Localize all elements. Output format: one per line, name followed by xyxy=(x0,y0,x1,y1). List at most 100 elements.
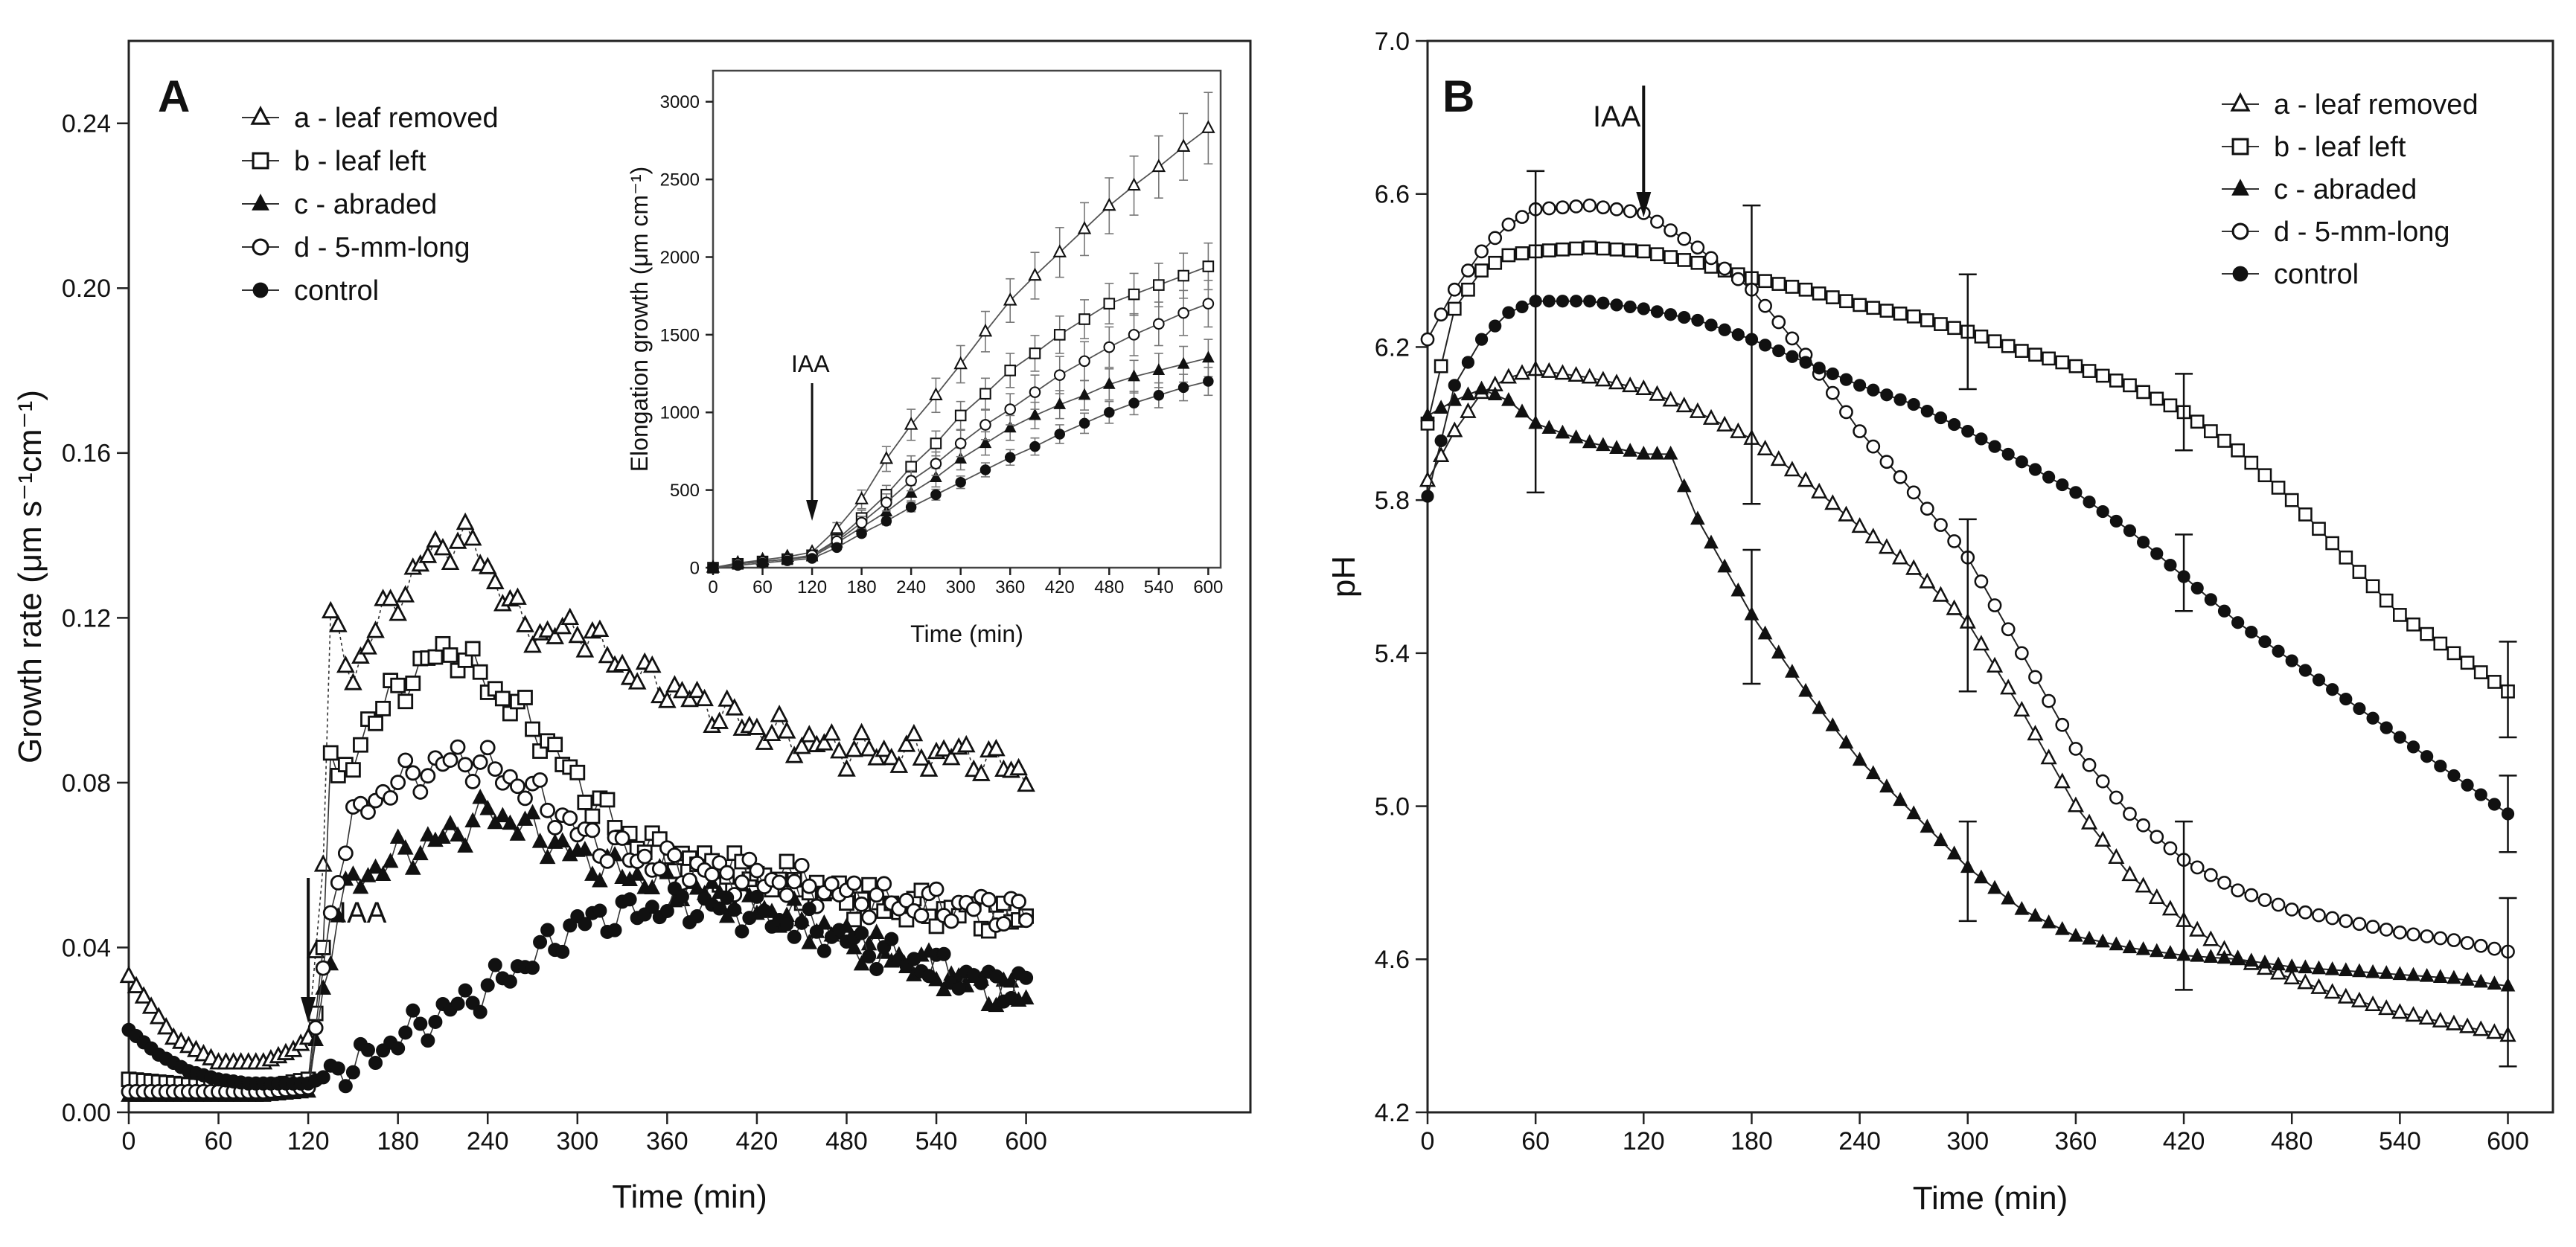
panel-a-point-leaf-removed xyxy=(725,698,744,716)
panel-b-point-control xyxy=(2137,536,2150,549)
panel-b-point-control xyxy=(1934,411,1948,425)
panel-b-point-leaf-left xyxy=(2109,374,2123,388)
panel-a-point-control xyxy=(406,1003,421,1018)
panel-b-point-leaf-left xyxy=(2244,455,2259,470)
panel-a-point-leaf-left xyxy=(494,690,511,707)
panel-a-point-five-mm-long xyxy=(943,913,959,929)
inset-point-five-mm-long xyxy=(954,437,967,449)
panel-b-point-control xyxy=(1731,328,1745,342)
panel-a-point-leaf-removed xyxy=(568,625,587,644)
legend-marker-five-mm-long xyxy=(252,238,269,256)
panel-b-point-control xyxy=(1893,393,1907,406)
panel-a-point-leaf-removed xyxy=(456,512,475,530)
x-tick-label: 480 xyxy=(1094,577,1124,597)
panel-a-point-leaf-removed xyxy=(777,721,796,739)
panel-a-point-leaf-removed xyxy=(411,554,430,572)
panel-a-point-five-mm-long xyxy=(651,861,668,877)
panel-a-point-leaf-removed xyxy=(688,680,706,699)
panel-b-point-abraded xyxy=(2487,975,2502,990)
panel-a-point-five-mm-long xyxy=(562,810,578,827)
legend-label-five-mm-long: d - 5-mm-long xyxy=(2274,217,2450,248)
x-tick-label: 180 xyxy=(847,577,877,597)
inset-point-five-mm-long xyxy=(905,475,917,487)
panel-a-point-control xyxy=(936,946,951,961)
panel-b-point-leaf-removed xyxy=(2202,930,2219,946)
panel-b-point-abraded xyxy=(1487,386,1503,400)
panel-a-point-leaf-removed xyxy=(575,640,595,658)
panel-a-point-leaf-removed xyxy=(119,965,138,984)
panel-b-point-leaf-removed xyxy=(2297,973,2314,990)
y-tick-label: 0.04 xyxy=(62,934,111,962)
panel-a-point-leaf-removed xyxy=(815,733,834,751)
panel-a-point-control xyxy=(831,923,846,937)
panel-a-point-abraded xyxy=(494,807,511,823)
panel-b-point-abraded xyxy=(1785,664,1800,678)
panel-b-point-leaf-left xyxy=(1987,334,2002,349)
panel-b-point-leaf-left xyxy=(2365,579,2380,594)
panel-b-point-leaf-left xyxy=(2271,481,2286,495)
panel-b-point-leaf-left xyxy=(2203,424,2218,438)
panel-a-iaa-arrow xyxy=(301,878,316,1023)
panel-a-point-leaf-removed xyxy=(971,763,991,781)
panel-a-point-control xyxy=(802,902,816,917)
panel-a-point-abraded xyxy=(359,867,377,882)
y-tick-label: 3000 xyxy=(660,92,700,112)
panel-b-point-leaf-removed xyxy=(1513,364,1531,380)
panel-a-point-leaf-removed xyxy=(987,738,1006,757)
panel-a-point-five-mm-long xyxy=(532,772,548,788)
panel-b-point-five-mm-long xyxy=(2325,911,2340,926)
legend-marker-leaf-left xyxy=(252,152,269,170)
panel-a-point-leaf-removed xyxy=(127,975,146,993)
panel-a-point-leaf-left xyxy=(442,647,458,663)
panel-b-point-leaf-removed xyxy=(2337,987,2354,1004)
panel-b-point-abraded xyxy=(2271,956,2286,971)
panel-b-point-leaf-left xyxy=(1771,277,1786,291)
panel-b-iaa-label: IAA xyxy=(1593,100,1641,133)
panel-b-point-control xyxy=(1826,367,1839,381)
y-tick-label: 6.2 xyxy=(1375,333,1410,362)
panel-b-point-abraded xyxy=(1636,446,1652,460)
inset-point-leaf-removed xyxy=(1127,177,1141,191)
panel-a-point-abraded xyxy=(539,848,556,865)
panel-a-point-control xyxy=(884,932,899,946)
panel-a-point-leaf-left xyxy=(375,700,391,717)
panel-b-point-control xyxy=(1880,388,1893,402)
panel-b-point-five-mm-long xyxy=(2217,876,2231,890)
panel-b-point-control xyxy=(2406,740,2420,754)
panel-b-point-leaf-left xyxy=(1447,301,1462,316)
panel-b-point-leaf-left xyxy=(1758,274,1772,289)
panel-b-point-control xyxy=(2109,514,2123,528)
inset-point-abraded xyxy=(1128,369,1140,382)
panel-b-point-abraded xyxy=(1771,644,1786,659)
panel-b-point-leaf-removed xyxy=(1757,439,1774,455)
panel-b-point-abraded xyxy=(2027,908,2043,922)
legend-marker-leaf-removed xyxy=(2230,92,2251,112)
panel-a-point-five-mm-long xyxy=(801,878,817,894)
panel-b-point-abraded xyxy=(2446,969,2461,984)
panel-b-point-abraded xyxy=(2001,890,2016,905)
panel-b-point-five-mm-long xyxy=(1474,244,1489,259)
panel-b-point-control xyxy=(1556,295,1570,308)
inset-point-abraded xyxy=(1003,420,1017,433)
x-tick-label: 300 xyxy=(1946,1127,1989,1155)
panel-a-point-five-mm-long xyxy=(771,874,787,891)
panel-b-point-abraded xyxy=(2460,972,2475,986)
inset-point-leaf-removed xyxy=(830,520,844,534)
panel-b-point-leaf-left xyxy=(1974,329,1989,344)
inset-point-control xyxy=(757,557,768,568)
panel-a-point-five-mm-long xyxy=(823,876,840,892)
y-tick-label: 0.12 xyxy=(62,604,111,632)
panel-a-point-five-mm-long xyxy=(397,752,414,769)
panel-a-point-five-mm-long xyxy=(540,802,556,818)
panel-b-point-abraded xyxy=(2041,914,2056,929)
panel-b-point-control xyxy=(2326,683,2339,696)
panel-a-point-five-mm-long xyxy=(457,757,473,773)
panel-a-point-leaf-removed xyxy=(149,1007,168,1025)
y-tick-label: 0 xyxy=(690,558,700,578)
inset-point-abraded xyxy=(904,486,918,498)
inset-point-leaf-removed xyxy=(1003,292,1017,306)
panel-b-point-five-mm-long xyxy=(2473,938,2488,953)
panel-a-point-abraded xyxy=(457,837,473,853)
panel-b-point-leaf-left xyxy=(1569,241,1583,256)
panel-b-point-abraded xyxy=(2217,949,2232,964)
